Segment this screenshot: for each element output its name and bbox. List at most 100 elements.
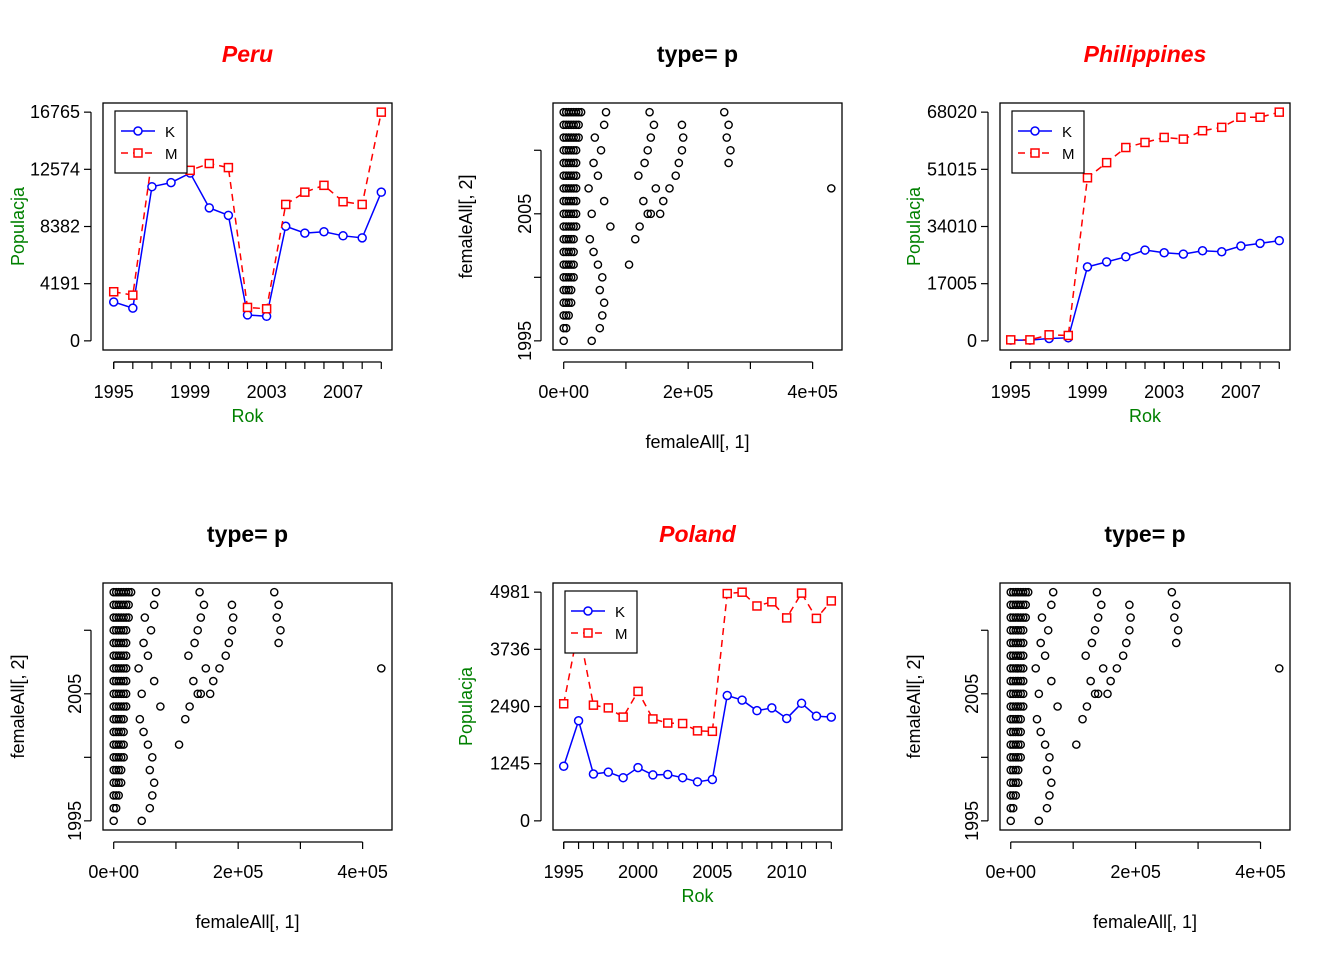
data-point-K bbox=[1082, 262, 1093, 272]
scatter-point bbox=[201, 664, 211, 673]
scatter-point bbox=[589, 247, 598, 257]
scatter-point bbox=[114, 727, 123, 737]
x-tick-label: 1995 bbox=[94, 382, 134, 402]
scatter-point bbox=[1173, 625, 1183, 635]
scatter-point bbox=[121, 638, 131, 648]
plot-frame bbox=[102, 582, 393, 831]
scatter-point bbox=[116, 664, 126, 673]
scatter-point bbox=[116, 778, 126, 788]
scatter-point bbox=[180, 714, 190, 724]
scatter-point bbox=[1078, 714, 1087, 724]
scatter-point bbox=[595, 285, 605, 295]
y-axis-label: Populacja bbox=[904, 186, 924, 266]
scatter-point bbox=[121, 702, 131, 711]
scatter-point bbox=[593, 260, 603, 269]
scatter-point bbox=[124, 600, 133, 610]
scatter-point bbox=[561, 298, 571, 308]
scatter-point bbox=[1125, 600, 1134, 610]
y-axis-label: Populacja bbox=[8, 186, 28, 266]
data-point-K bbox=[692, 777, 703, 787]
data-point-K bbox=[204, 203, 215, 213]
scatter-point bbox=[109, 803, 119, 813]
scatter-point bbox=[1013, 753, 1023, 762]
scatter-point bbox=[569, 273, 578, 282]
legend-label: M bbox=[1062, 146, 1075, 163]
scatter-point bbox=[119, 651, 128, 660]
data-point-M bbox=[1216, 122, 1227, 133]
scatter-point bbox=[574, 133, 583, 142]
scatter-point bbox=[1021, 600, 1031, 610]
scatter-point bbox=[116, 714, 126, 724]
data-point-M bbox=[648, 714, 658, 724]
legend-label: K bbox=[1062, 124, 1072, 141]
scatter-point bbox=[119, 689, 128, 699]
scatter-point bbox=[1008, 778, 1018, 788]
x-tick-label: 1999 bbox=[1067, 382, 1107, 402]
scatter-point bbox=[1090, 625, 1100, 635]
data-point-K bbox=[767, 703, 777, 713]
plot-frame bbox=[552, 582, 843, 831]
scatter-point bbox=[121, 689, 131, 699]
data-point-M bbox=[280, 199, 291, 210]
scatter-point bbox=[1018, 702, 1028, 711]
data-point-M bbox=[663, 718, 673, 728]
y-tick-label: 2005 bbox=[962, 674, 982, 714]
scatter-point bbox=[1047, 778, 1056, 788]
data-point-M bbox=[752, 601, 762, 611]
scatter-point bbox=[722, 133, 732, 142]
scatter-point bbox=[140, 613, 150, 622]
scatter-point bbox=[119, 753, 128, 762]
legend-box bbox=[564, 590, 638, 654]
data-point-M bbox=[242, 302, 253, 313]
scatter-point bbox=[646, 209, 656, 219]
scatter-point bbox=[566, 171, 576, 180]
scatter-point bbox=[227, 600, 237, 610]
scatter-point bbox=[571, 133, 581, 142]
scatter-point bbox=[674, 158, 684, 168]
scatter-point bbox=[1016, 689, 1026, 699]
data-point-K bbox=[1140, 245, 1150, 255]
legend-label: M bbox=[165, 146, 178, 163]
scatter-point bbox=[1098, 664, 1108, 673]
scatter-point bbox=[559, 311, 569, 320]
chart-title: Peru bbox=[222, 41, 273, 67]
scatter-point bbox=[1018, 587, 1028, 597]
scatter-point bbox=[269, 587, 279, 597]
scatter-point bbox=[569, 184, 578, 193]
scatter-point bbox=[1018, 651, 1028, 660]
scatter-point bbox=[1092, 587, 1102, 597]
x-tick-label: 2000 bbox=[618, 862, 658, 882]
scatter-point bbox=[119, 702, 128, 711]
y-tick-label: 12574 bbox=[30, 159, 80, 179]
y-tick-label: 3736 bbox=[490, 639, 530, 659]
scatter-point bbox=[561, 311, 571, 320]
scatter-point bbox=[193, 689, 203, 699]
scatter-point bbox=[1072, 740, 1081, 749]
scatter-point bbox=[227, 625, 237, 635]
scatter-point bbox=[677, 120, 687, 130]
scatter-point bbox=[199, 600, 209, 610]
x-tick-label: 2e+05 bbox=[663, 382, 714, 402]
scatter-point bbox=[1013, 638, 1023, 648]
scatter-point bbox=[1053, 702, 1062, 711]
x-tick-label: 2010 bbox=[767, 862, 807, 882]
scatter-point bbox=[1018, 638, 1028, 648]
x-axis-label: femaleAll[, 1] bbox=[195, 912, 299, 932]
scatter-point bbox=[564, 311, 573, 320]
y-tick-label: 1995 bbox=[515, 321, 535, 361]
scatter-point bbox=[228, 613, 238, 622]
data-point-K bbox=[648, 770, 658, 780]
data-point-M bbox=[319, 180, 329, 191]
scatter-point bbox=[1106, 676, 1115, 686]
scatter-point bbox=[1082, 702, 1092, 711]
x-axis-label: Rok bbox=[1129, 406, 1162, 426]
scatter-point bbox=[566, 222, 576, 231]
scatter-point bbox=[1018, 676, 1028, 686]
scatter-point bbox=[1031, 664, 1041, 673]
scatter-point bbox=[566, 209, 576, 219]
chart-poland: Poland 1995 2000 2005 2010 0 1245 2490 3736 4981 R… bbox=[456, 521, 843, 906]
data-point-K bbox=[128, 303, 138, 313]
y-tick-label: 51015 bbox=[927, 159, 977, 179]
scatter-point bbox=[1167, 587, 1177, 597]
scatter-point bbox=[1093, 613, 1103, 622]
